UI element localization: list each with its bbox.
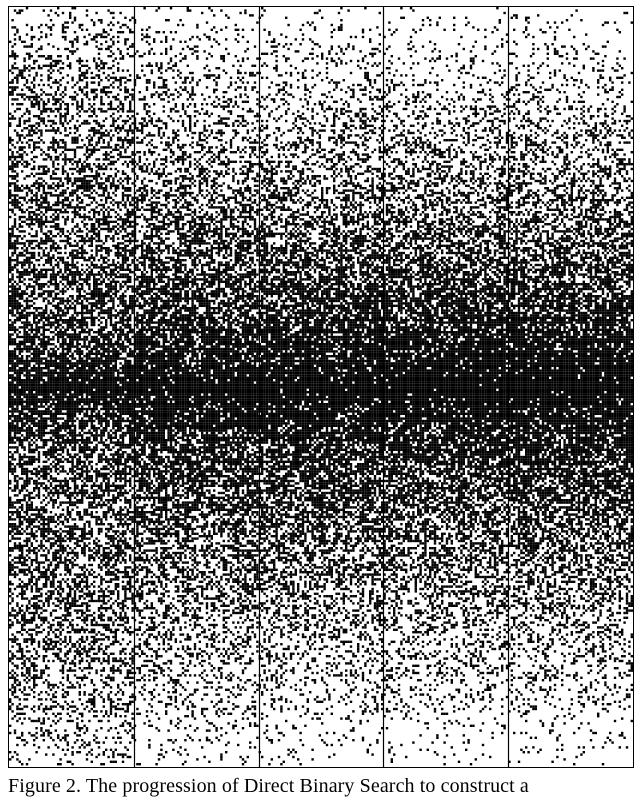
halftone-figure-canvas xyxy=(8,6,634,768)
figure-wrapper: Figure 2. The progression of Direct Bina… xyxy=(0,0,640,799)
figure-canvas-holder xyxy=(0,0,640,768)
figure-caption: Figure 2. The progression of Direct Bina… xyxy=(0,768,640,799)
